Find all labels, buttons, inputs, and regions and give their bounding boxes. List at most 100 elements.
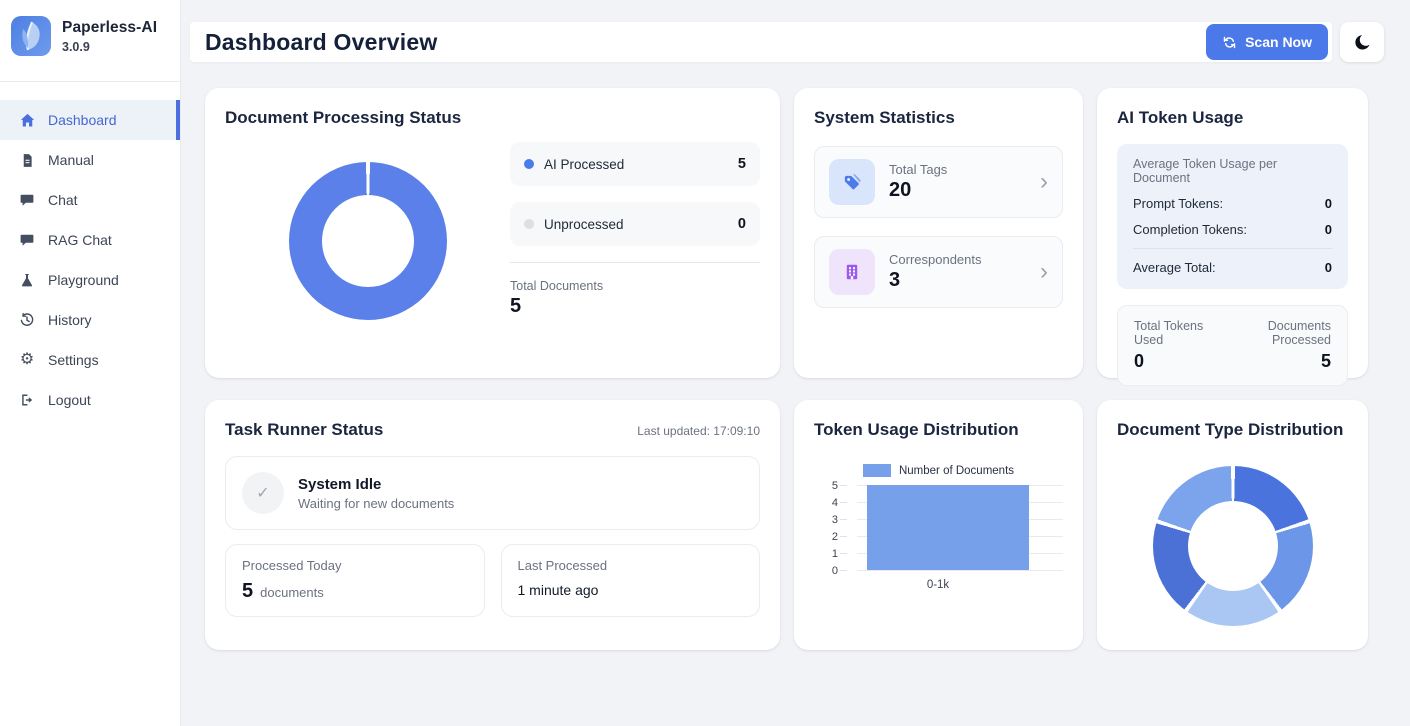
token-usage-bar-chart: Number of Documents 5 4 3 2 1 0	[814, 464, 1063, 591]
sidebar: Paperless-AI 3.0.9 Dashboard Manual	[0, 0, 181, 726]
dashboard-cards: Document Processing Status AI Processed …	[205, 88, 1368, 650]
scan-now-label: Scan Now	[1245, 34, 1312, 50]
legend-value: 5	[737, 156, 746, 172]
document-icon	[18, 152, 36, 169]
legend-row-unprocessed: Unprocessed 0	[510, 202, 760, 246]
sidebar-item-label: Settings	[48, 352, 99, 368]
sidebar-item-label: Playground	[48, 272, 119, 288]
y-tick-label: 4	[831, 497, 838, 509]
row-label: Average Total:	[1133, 260, 1216, 275]
documents-processed-value: 5	[1320, 351, 1331, 371]
document-processing-donut	[288, 162, 447, 320]
flask-icon	[18, 272, 36, 289]
last-processed-label: Last Processed	[517, 558, 608, 573]
processed-today-unit: documents	[260, 585, 324, 600]
chat-bubble-icon	[18, 232, 36, 248]
donut-hole	[1187, 501, 1278, 591]
row-value: 0	[1324, 222, 1332, 237]
card-task-runner-status: Task Runner Status Last updated: 17:09:1…	[205, 400, 780, 650]
sidebar-nav: Dashboard Manual Chat RAG Chat	[0, 100, 180, 420]
gear-icon: ⚙	[19, 351, 35, 368]
sidebar-item-playground[interactable]: Playground	[0, 260, 180, 300]
completion-tokens-row: Completion Tokens: 0	[1133, 222, 1332, 237]
card-ai-token-usage: AI Token Usage Average Token Usage per D…	[1097, 88, 1368, 386]
y-tick-label: 5	[831, 480, 838, 492]
processing-legend: AI Processed 5 Unprocessed 0 Total Docum…	[510, 142, 760, 320]
sidebar-item-dashboard[interactable]: Dashboard	[0, 100, 180, 140]
y-axis-ticks	[840, 485, 847, 571]
x-tick-label: 0-1k	[926, 579, 950, 591]
last-updated-text: Last updated: 17:09:10	[637, 424, 760, 438]
sidebar-item-label: History	[48, 312, 92, 328]
y-tick-label: 2	[831, 531, 838, 543]
card-title: Token Usage Distribution	[814, 420, 1019, 439]
stat-row-total-tags[interactable]: Total Tags 20 ›	[814, 146, 1063, 218]
sidebar-item-manual[interactable]: Manual	[0, 140, 180, 180]
sidebar-item-label: Logout	[48, 392, 91, 408]
app-logo-area: Paperless-AI 3.0.9	[0, 0, 180, 71]
system-status-box: ✓ System Idle Waiting for new documents	[225, 456, 760, 530]
bar-legend-swatch	[862, 464, 891, 477]
main-content: Dashboard Overview Scan Now Document Pro…	[181, 0, 1410, 726]
stat-row-correspondents[interactable]: Correspondents 3 ›	[814, 236, 1063, 308]
refresh-icon	[1222, 35, 1237, 50]
status-subtitle: Waiting for new documents	[298, 495, 455, 511]
page-header: Dashboard Overview Scan Now	[190, 22, 1332, 62]
processed-today-value: 5	[242, 580, 254, 602]
card-document-type-distribution: Document Type Distribution	[1097, 400, 1368, 650]
app-name: Paperless-AI	[62, 18, 158, 36]
average-heading: Average Token Usage per Document	[1133, 157, 1278, 185]
sidebar-item-history[interactable]: History	[0, 300, 180, 340]
token-totals-panel: Total Tokens Used 0 Documents Processed …	[1117, 305, 1348, 386]
sidebar-item-chat[interactable]: Chat	[0, 180, 180, 220]
sidebar-item-label: RAG Chat	[48, 232, 112, 248]
check-icon: ✓	[242, 472, 284, 514]
processed-today-box: Processed Today 5 documents	[225, 544, 485, 617]
stat-value: 20	[889, 179, 912, 201]
bar-legend-label: Number of Documents	[898, 464, 1015, 477]
sidebar-item-logout[interactable]: Logout	[0, 380, 180, 420]
last-processed-box: Last Processed 1 minute ago	[500, 544, 760, 617]
average-token-panel: Average Token Usage per Document Prompt …	[1117, 144, 1348, 289]
chevron-right-icon: ›	[1040, 168, 1048, 195]
moon-icon	[1353, 33, 1372, 52]
legend-dot	[524, 219, 534, 229]
legend-label: Unprocessed	[544, 216, 624, 232]
sidebar-item-label: Dashboard	[48, 112, 117, 128]
legend-dot	[524, 159, 534, 169]
dark-mode-toggle[interactable]	[1340, 22, 1384, 62]
history-icon	[18, 312, 36, 328]
sidebar-item-rag-chat[interactable]: RAG Chat	[0, 220, 180, 260]
prompt-tokens-row: Prompt Tokens: 0	[1133, 196, 1332, 211]
card-title: AI Token Usage	[1117, 108, 1244, 127]
stat-value: 3	[889, 269, 901, 291]
logout-icon	[18, 392, 36, 408]
sidebar-item-settings[interactable]: ⚙ Settings	[0, 340, 180, 380]
scan-now-button[interactable]: Scan Now	[1206, 24, 1328, 60]
card-token-usage-distribution: Token Usage Distribution Number of Docum…	[794, 400, 1083, 650]
average-total-row: Average Total: 0	[1133, 260, 1332, 275]
processed-today-label: Processed Today	[242, 558, 342, 573]
card-title: Document Type Distribution	[1117, 420, 1344, 439]
chevron-right-icon: ›	[1040, 258, 1048, 285]
total-tokens-label: Total Tokens Used	[1134, 319, 1204, 347]
token-bar	[867, 485, 1029, 570]
app-version: 3.0.9	[62, 39, 90, 54]
chart-legend: Number of Documents	[814, 464, 1063, 477]
card-title: Task Runner Status	[225, 420, 384, 439]
home-icon	[18, 112, 36, 129]
sidebar-divider	[0, 81, 180, 82]
row-label: Completion Tokens:	[1133, 222, 1247, 237]
tag-icon	[829, 159, 875, 205]
y-tick-label: 0	[831, 565, 838, 577]
panel-divider	[1133, 248, 1332, 249]
card-title: Document Processing Status	[225, 108, 462, 127]
stat-label: Total Tags	[889, 162, 948, 177]
legend-divider	[510, 262, 760, 263]
plot-area	[857, 485, 1063, 571]
row-value: 0	[1324, 260, 1332, 275]
legend-label: AI Processed	[544, 156, 625, 172]
card-document-processing-status: Document Processing Status AI Processed …	[205, 88, 780, 378]
legend-value: 0	[737, 216, 746, 232]
